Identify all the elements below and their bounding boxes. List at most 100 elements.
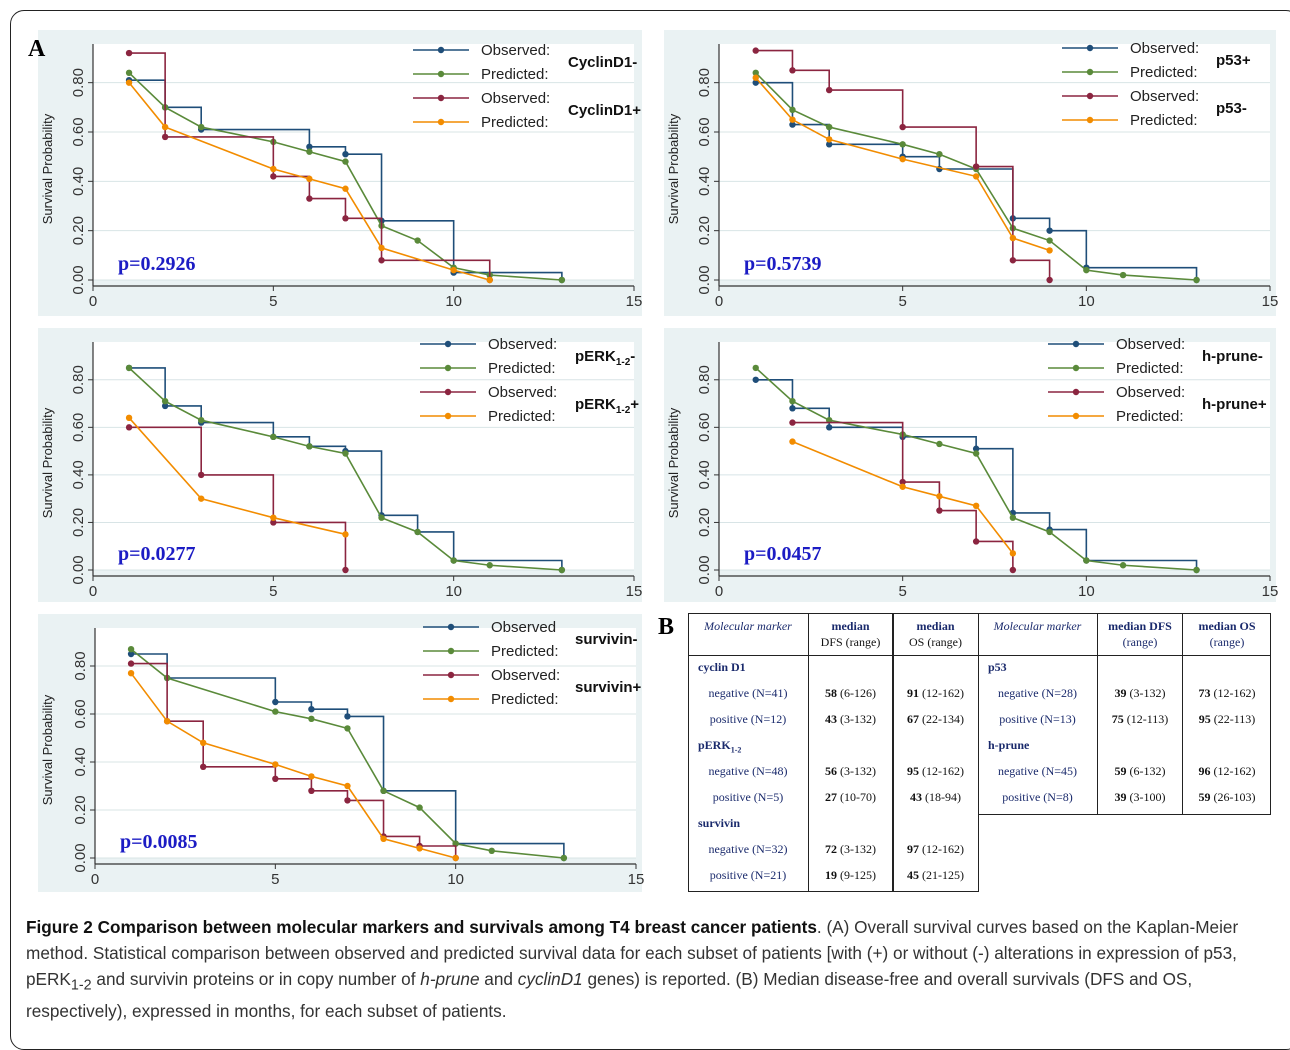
- x-tick-label: 10: [1078, 293, 1095, 310]
- data-point: [306, 148, 313, 155]
- y-tick-label: 0.40: [696, 460, 713, 489]
- data-point: [161, 402, 169, 410]
- data-point: [1193, 566, 1200, 574]
- data-point: [826, 123, 833, 131]
- header-median-os-right: median OS: [1198, 619, 1256, 633]
- data-point: [378, 244, 385, 252]
- caption-hprune: h-prune: [420, 969, 480, 989]
- data-point: [789, 438, 796, 445]
- data-point: [342, 531, 349, 538]
- data-point: [752, 69, 759, 76]
- data-point: [558, 566, 566, 574]
- legend-marker: [447, 623, 455, 631]
- data-point: [486, 562, 493, 569]
- x-tick-label: 10: [447, 871, 464, 888]
- right-row-os: 96 (12-162): [1198, 764, 1256, 778]
- left-row-os: 67 (22-134): [907, 712, 964, 726]
- data-point: [378, 257, 385, 264]
- data-point: [1046, 247, 1053, 254]
- series-line: [130, 648, 564, 859]
- data-point: [200, 763, 207, 770]
- caption-title: Figure 2 Comparison between molecular ma…: [26, 917, 817, 937]
- y-tick-label: 0.40: [72, 747, 89, 776]
- x-tick-label: 10: [445, 293, 462, 310]
- left-group-perk1-2: pERK1-2: [698, 738, 742, 755]
- x-tick-label: 5: [271, 871, 279, 888]
- left-row-os: 95 (12-162): [907, 764, 964, 778]
- p-value: p=0.0085: [120, 831, 198, 853]
- legend-label: Predicted:: [1130, 112, 1198, 129]
- chart-svg: 0.00 0.20 0.40 0.60 0.80 0 5 10 15 Survival Proba…: [666, 40, 1278, 310]
- data-point: [899, 155, 906, 163]
- caption-and: and: [479, 969, 518, 989]
- right-row-os: 95 (22-113): [1198, 712, 1256, 726]
- legend-marker: [1086, 68, 1094, 76]
- left-row-dfs: 58 (6-126): [825, 686, 876, 700]
- data-point: [344, 797, 351, 804]
- data-point: [342, 450, 349, 457]
- data-point: [1009, 550, 1017, 557]
- data-point: [308, 715, 315, 722]
- data-point: [1119, 271, 1127, 279]
- legend-label: Predicted:: [481, 114, 549, 131]
- p-value: p=0.0277: [118, 543, 196, 565]
- y-tick-label: 0.60: [70, 413, 87, 442]
- data-point: [972, 502, 980, 509]
- legend-marker: [1072, 364, 1080, 372]
- data-point: [416, 845, 423, 852]
- data-point: [125, 424, 133, 431]
- data-point: [450, 557, 457, 564]
- plot-area: [719, 44, 1270, 280]
- data-point: [200, 739, 207, 746]
- y-tick-label: 0.60: [70, 117, 87, 146]
- table-right-header: [978, 613, 1271, 656]
- data-point: [752, 79, 759, 86]
- data-point: [414, 528, 421, 536]
- group-label: pERK1-2-: [575, 348, 635, 368]
- data-point: [127, 650, 135, 658]
- data-point: [1083, 266, 1090, 274]
- chart-svg: 0.00 0.20 0.40 0.60 0.80 0 5 10 15 Survival Proba…: [40, 619, 644, 888]
- group-label: survivin-: [575, 631, 638, 648]
- data-point: [972, 163, 980, 170]
- group-label: p53-: [1216, 100, 1247, 117]
- data-point: [127, 646, 135, 653]
- plot-area: [95, 628, 636, 858]
- y-tick-label: 0.40: [70, 460, 87, 489]
- legend-label: Observed:: [1116, 384, 1185, 401]
- data-point: [270, 519, 277, 526]
- right-row-os: 73 (12-162): [1198, 686, 1256, 700]
- series-line: [131, 653, 565, 858]
- data-point: [125, 49, 133, 57]
- series-line: [129, 367, 563, 570]
- group-label: h-prune+: [1202, 396, 1267, 413]
- data-point: [380, 787, 387, 794]
- data-point: [1046, 528, 1053, 536]
- data-point: [826, 424, 833, 431]
- legend-label: Observed:: [488, 336, 557, 353]
- legend-label: Predicted:: [1130, 64, 1198, 81]
- chart-svg: 0.00 0.20 0.40 0.60 0.80 0 5 10 15 Survival Proba…: [40, 336, 642, 600]
- right-row-label: positive (N=13): [999, 712, 1076, 726]
- series-predicted-survivin: [127, 670, 459, 862]
- x-tick-label: 5: [898, 293, 906, 310]
- data-point: [198, 495, 205, 502]
- data-point: [125, 414, 133, 422]
- series-predicted-h-prune: [789, 438, 1017, 557]
- right-row-label: negative (N=28): [997, 686, 1078, 700]
- data-point: [752, 364, 759, 372]
- x-tick-label: 15: [1262, 583, 1279, 600]
- legend-marker: [437, 94, 445, 102]
- y-tick-label: 0.20: [70, 216, 87, 245]
- data-point: [344, 725, 351, 732]
- series-line: [128, 82, 490, 281]
- p-value: p=0.0457: [744, 543, 822, 565]
- data-point: [342, 215, 349, 222]
- data-point: [826, 86, 833, 94]
- legend-label: Predicted:: [491, 691, 559, 708]
- series-observed-p53: [752, 47, 1053, 284]
- data-point: [789, 397, 796, 405]
- data-point: [127, 670, 135, 677]
- data-point: [826, 141, 833, 148]
- legend-marker: [1086, 92, 1094, 100]
